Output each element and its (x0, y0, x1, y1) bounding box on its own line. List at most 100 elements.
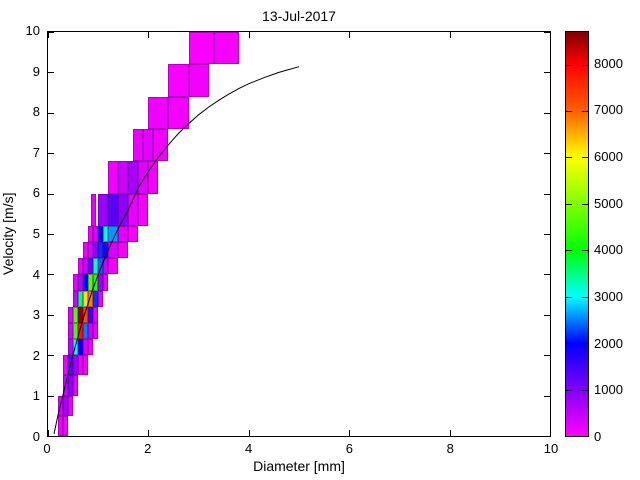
colorbar-tick (582, 436, 588, 437)
colorbar-tick-label: 4000 (594, 242, 623, 258)
plot-title: 13-Jul-2017 (262, 8, 336, 24)
heatmap-cell (88, 339, 94, 356)
x-tick-label: 0 (43, 441, 51, 456)
heatmap-cell (188, 32, 214, 65)
y-axis-tick (48, 234, 54, 235)
x-axis-tick (449, 32, 451, 38)
heatmap-cell (103, 274, 109, 291)
y-axis-tick (544, 355, 550, 357)
y-axis-tick (544, 395, 550, 397)
y-axis-tick (48, 153, 54, 155)
y-axis-tick (48, 193, 54, 195)
colorbar-tick (566, 389, 572, 391)
y-tick-label: 8 (32, 104, 40, 120)
y-tick-label: 10 (25, 23, 40, 38)
heatmap-cell (118, 242, 129, 259)
heatmap-cell (133, 128, 144, 162)
colorbar-tick-label: 1000 (594, 382, 623, 398)
y-tick-label: 1 (32, 388, 40, 404)
y-tick-label: 3 (32, 307, 40, 323)
y-axis-tick (48, 72, 54, 74)
y-tick-label: 2 (32, 347, 40, 363)
colorbar-tick-label: 0 (594, 429, 602, 444)
x-axis-tick (148, 32, 150, 38)
colorbar-tick-label: 7000 (594, 102, 623, 118)
heatmap-cell (188, 64, 209, 97)
y-axis-tick (48, 32, 54, 33)
colorbar-ticks (566, 32, 588, 437)
x-tick-labels: 0 2 4 6 8 10 (43, 441, 558, 457)
heatmap-layer (48, 32, 550, 436)
y-tick-label: 4 (32, 266, 40, 282)
y-axis-tick (544, 274, 550, 276)
colorbar-tick-label: 5000 (594, 195, 623, 211)
heatmap-cell (108, 161, 119, 194)
heatmap-cell (108, 193, 119, 226)
y-axis-tick (48, 112, 54, 114)
colorbar-tick-label: 6000 (594, 149, 623, 164)
heatmap-cell (90, 193, 96, 226)
heatmap-cell (93, 322, 99, 340)
colorbar-tick (582, 296, 588, 298)
heatmap-cell (143, 128, 154, 162)
colorbar-tick-labels: 0 1000 2000 3000 4000 5000 6000 7000 8000 (594, 31, 640, 444)
heatmap-cell (98, 290, 104, 307)
colorbar-tick (566, 343, 572, 345)
colorbar-tick (582, 250, 588, 252)
x-axis-tick (148, 430, 150, 436)
x-axis-tick (349, 430, 351, 436)
x-axis-tick (349, 32, 351, 38)
heatmap-cell (118, 161, 129, 194)
x-tick-label: 8 (446, 441, 454, 456)
y-axis-tick (544, 72, 550, 74)
colorbar-tick (582, 110, 588, 112)
y-axis-tick (544, 32, 550, 33)
heatmap-cell (63, 415, 69, 436)
colorbar-tick (582, 343, 588, 345)
x-axis-tick (449, 430, 451, 436)
y-axis-tick (544, 153, 550, 155)
heatmap-cell (83, 355, 89, 376)
heatmap-cell (108, 225, 119, 243)
x-axis-tick (550, 32, 551, 38)
x-tick-label: 10 (543, 441, 559, 456)
y-axis-tick (48, 274, 54, 276)
y-axis-tick (544, 314, 550, 316)
colorbar-tick (566, 296, 572, 298)
colorbar-tick (566, 436, 572, 437)
heatmap-cell (118, 225, 129, 243)
y-axis-tick (544, 234, 550, 235)
heatmap-cell (138, 161, 149, 194)
colorbar-tick (582, 157, 588, 159)
heatmap-cell (73, 375, 79, 396)
y-tick-label: 6 (32, 185, 40, 201)
x-axis-tick (248, 32, 250, 38)
x-axis-tick (550, 430, 551, 436)
heatmap-cell (118, 193, 129, 226)
colorbar-tick (582, 64, 588, 66)
y-axis-tick (48, 314, 54, 316)
colorbar-tick (566, 157, 572, 159)
y-tick-label: 0 (32, 429, 40, 444)
heatmap-cell (168, 96, 189, 129)
colorbar-tick (582, 203, 588, 205)
colorbar (565, 31, 589, 437)
heatmap-cell (108, 258, 119, 275)
x-axis-tick (248, 430, 250, 436)
heatmap-cell (168, 64, 189, 97)
colorbar-tick (566, 64, 572, 66)
heatmap-cell (148, 96, 169, 129)
heatmap-cell (98, 193, 109, 226)
x-axis-label: Diameter [mm] (253, 458, 345, 474)
y-axis-tick (48, 355, 54, 357)
x-axis-tick (48, 430, 49, 436)
colorbar-tick (566, 250, 572, 252)
plot-area (47, 31, 551, 437)
y-tick-labels: 0 1 2 3 4 5 6 7 8 9 10 (14, 23, 42, 444)
y-axis-tick (544, 112, 550, 114)
y-tick-label: 5 (32, 226, 40, 241)
heatmap-cell (153, 128, 169, 162)
y-axis-tick (48, 395, 54, 397)
heatmap-cell (128, 193, 139, 226)
